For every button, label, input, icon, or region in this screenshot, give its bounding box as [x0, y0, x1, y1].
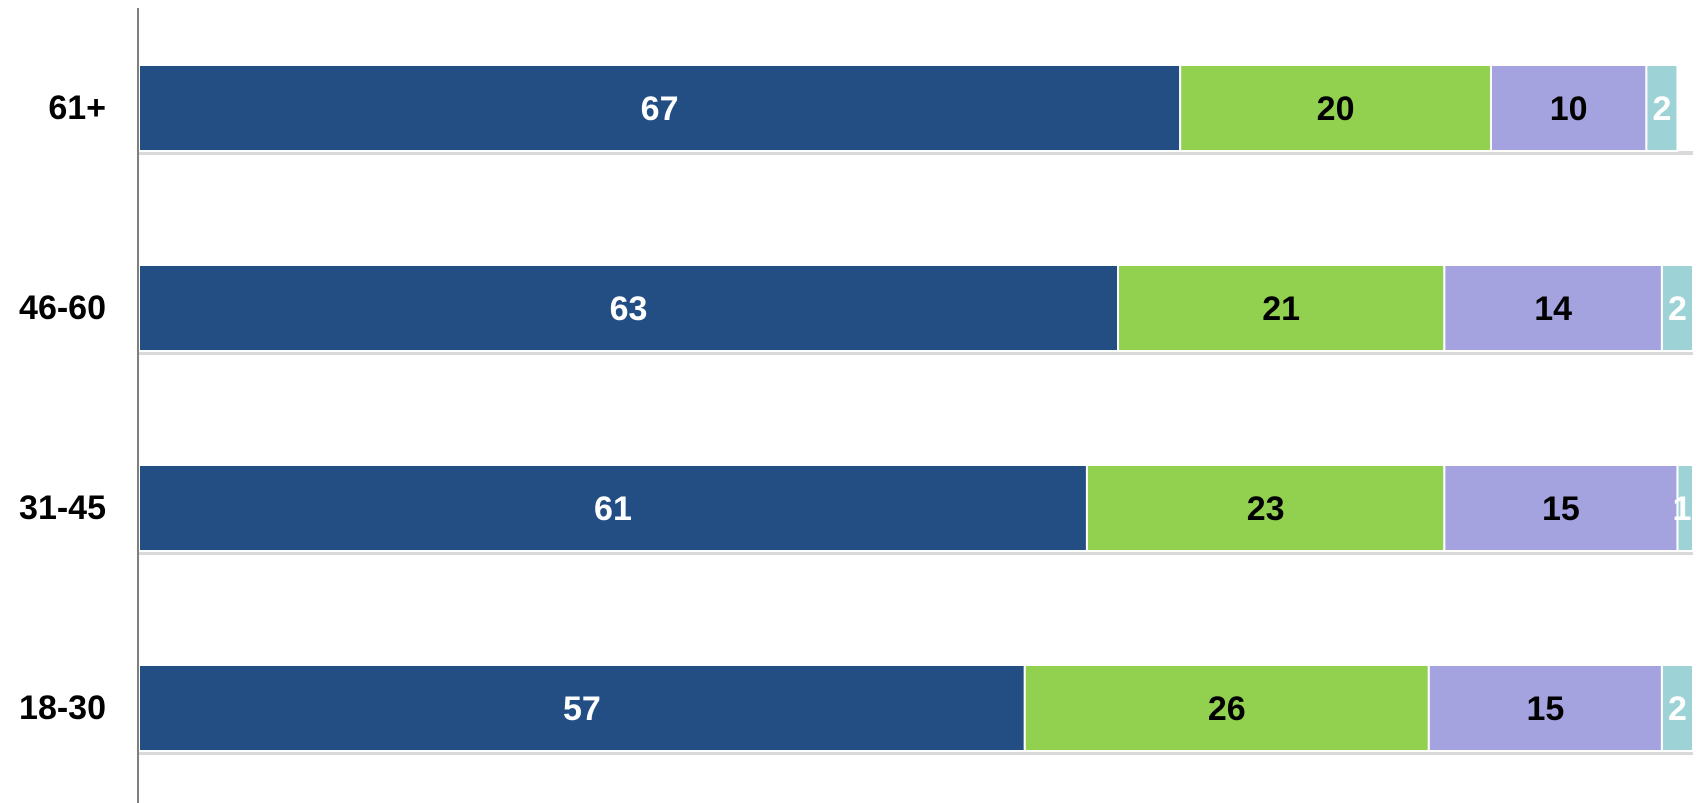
- data-label-61+-1: 20: [1317, 90, 1355, 128]
- bar-segment-31-45-2: [1443, 464, 1679, 552]
- bar-shadow: [139, 151, 1693, 155]
- category-label-18-30: 18-30: [19, 689, 106, 727]
- bar-segment-61+-0: [138, 64, 1182, 152]
- category-label-61+: 61+: [48, 89, 106, 127]
- data-label-31-45-3: 1: [1673, 490, 1692, 528]
- data-label-31-45-1: 23: [1247, 490, 1285, 528]
- data-label-18-30-3: 2: [1668, 690, 1687, 728]
- bar-segment-61+-1: [1179, 64, 1492, 152]
- data-label-46-60-3: 2: [1668, 290, 1687, 328]
- data-label-61+-0: 67: [641, 90, 679, 128]
- data-label-61+-3: 2: [1652, 90, 1671, 128]
- data-label-46-60-0: 63: [610, 290, 648, 328]
- bar-segment-18-30-1: [1023, 664, 1430, 752]
- data-label-31-45-0: 61: [594, 490, 632, 528]
- bar-segment-31-45-1: [1085, 464, 1446, 552]
- bar-shadow: [139, 751, 1693, 755]
- bar-segment-18-30-3: [1660, 664, 1695, 752]
- bar-segment-46-60-1: [1117, 264, 1446, 352]
- bar-segment-46-60-2: [1443, 264, 1663, 352]
- bar-segment-18-30-0: [138, 664, 1026, 752]
- bar-segment-61+-3: [1645, 64, 1679, 152]
- data-label-46-60-1: 21: [1262, 290, 1300, 328]
- category-label-31-45: 31-45: [19, 489, 106, 527]
- data-label-61+-2: 10: [1550, 90, 1588, 128]
- data-label-46-60-2: 14: [1534, 290, 1572, 328]
- data-label-31-45-2: 15: [1542, 490, 1580, 528]
- data-label-18-30-0: 57: [563, 690, 601, 728]
- bars-group: 67 20 10 2 63 21 14 2 61 23 15 1 57 26 15 2: [138, 64, 1695, 755]
- bar-segment-46-60-0: [138, 264, 1120, 352]
- category-label-46-60: 46-60: [19, 289, 106, 327]
- category-labels: 61+ 46-60 31-45 18-30: [19, 89, 106, 727]
- bar-shadow: [139, 551, 1693, 555]
- bar-segment-31-45-3: [1676, 464, 1694, 552]
- data-label-18-30-2: 15: [1526, 690, 1564, 728]
- bar-shadow: [139, 351, 1693, 355]
- bar-segment-46-60-3: [1660, 264, 1695, 352]
- data-label-18-30-1: 26: [1208, 690, 1246, 728]
